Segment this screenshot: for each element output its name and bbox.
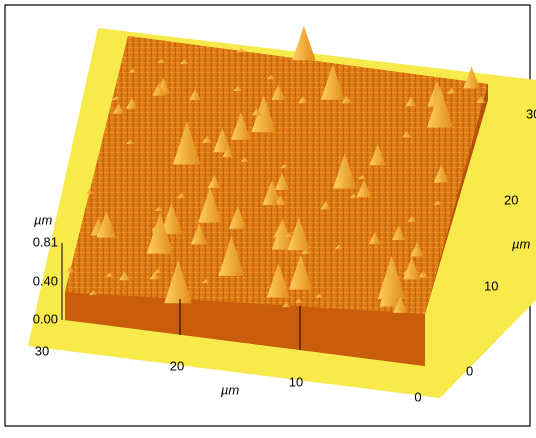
peak [392, 225, 406, 241]
peak [213, 127, 232, 153]
peak [126, 139, 135, 144]
z-tick-label: 0.40 [33, 273, 58, 288]
peak [292, 25, 316, 61]
peak [190, 223, 208, 245]
y-tick-label: 20 [504, 192, 518, 207]
peak [85, 189, 94, 194]
sample-surface [65, 36, 488, 314]
peak [476, 96, 486, 103]
peak [403, 257, 421, 280]
peak [266, 263, 290, 298]
peak [218, 236, 245, 276]
peak [282, 302, 291, 308]
z-tick-label: 0.81 [33, 234, 58, 249]
peak [393, 296, 408, 313]
peak [126, 97, 138, 109]
peak [358, 174, 367, 180]
peak [369, 144, 386, 166]
peak [240, 157, 249, 162]
x-axis-label: µm [221, 382, 239, 397]
peak [275, 195, 286, 205]
peak [173, 121, 201, 165]
x-tick-label: 20 [170, 358, 184, 373]
peak [262, 185, 279, 206]
peak [146, 212, 174, 254]
peak [266, 74, 276, 80]
peak [96, 211, 116, 238]
peak [160, 202, 183, 235]
peak [332, 153, 357, 189]
peak [119, 270, 130, 281]
peak [157, 58, 166, 63]
peak [164, 259, 192, 304]
peak [280, 164, 289, 169]
peak [105, 272, 114, 277]
peak [410, 241, 424, 257]
peak [288, 254, 313, 290]
peak [377, 255, 406, 299]
x-tick-label: 30 [35, 343, 49, 358]
peak [284, 232, 293, 238]
y-tick-label: 30 [526, 106, 536, 121]
x-tick-label: 10 [289, 374, 303, 389]
z-tick-label: 0.00 [33, 311, 58, 326]
peak [320, 64, 345, 100]
peak [447, 87, 457, 94]
peak [418, 270, 429, 278]
peak [271, 218, 294, 250]
peak [356, 179, 372, 197]
peak [112, 103, 125, 114]
peak [320, 200, 331, 210]
peak [149, 271, 160, 280]
peak [233, 85, 243, 92]
peak [128, 68, 137, 73]
peak [433, 164, 449, 183]
peak [298, 96, 308, 104]
peak [271, 84, 286, 100]
peak [301, 248, 310, 254]
peak [202, 135, 212, 143]
peak [153, 268, 163, 274]
peak [349, 193, 358, 198]
peak [251, 95, 276, 133]
y-axis-label: µm [512, 236, 530, 251]
peak [274, 172, 290, 191]
peak [295, 298, 304, 303]
peak [198, 187, 222, 223]
peak [152, 82, 165, 96]
peak [407, 215, 417, 222]
peak [229, 206, 247, 229]
peak [434, 200, 443, 205]
peak [180, 59, 189, 65]
peak [405, 96, 417, 107]
peak [207, 174, 221, 189]
peak [166, 209, 177, 217]
x-tick-label: 0 [414, 389, 421, 404]
y-tick-label: 0 [466, 363, 473, 378]
peak [231, 112, 251, 140]
peak [112, 96, 121, 101]
peak [287, 217, 311, 251]
peak [177, 192, 186, 199]
peak [427, 87, 454, 128]
peak [402, 131, 412, 138]
peak [315, 293, 324, 298]
peak [368, 232, 381, 244]
y-tick-label: 10 [484, 278, 498, 293]
peak [155, 206, 164, 211]
peak [89, 290, 98, 295]
peak [202, 278, 211, 283]
sample-front [65, 292, 425, 366]
peak [341, 95, 352, 104]
peak [222, 147, 233, 157]
surface-peaks [65, 25, 486, 313]
peak [251, 108, 262, 116]
peak [189, 88, 201, 101]
peak [65, 266, 75, 272]
peak [236, 48, 245, 53]
z-axis-label: µm [34, 212, 52, 227]
peak [334, 244, 343, 249]
peak [463, 66, 481, 89]
